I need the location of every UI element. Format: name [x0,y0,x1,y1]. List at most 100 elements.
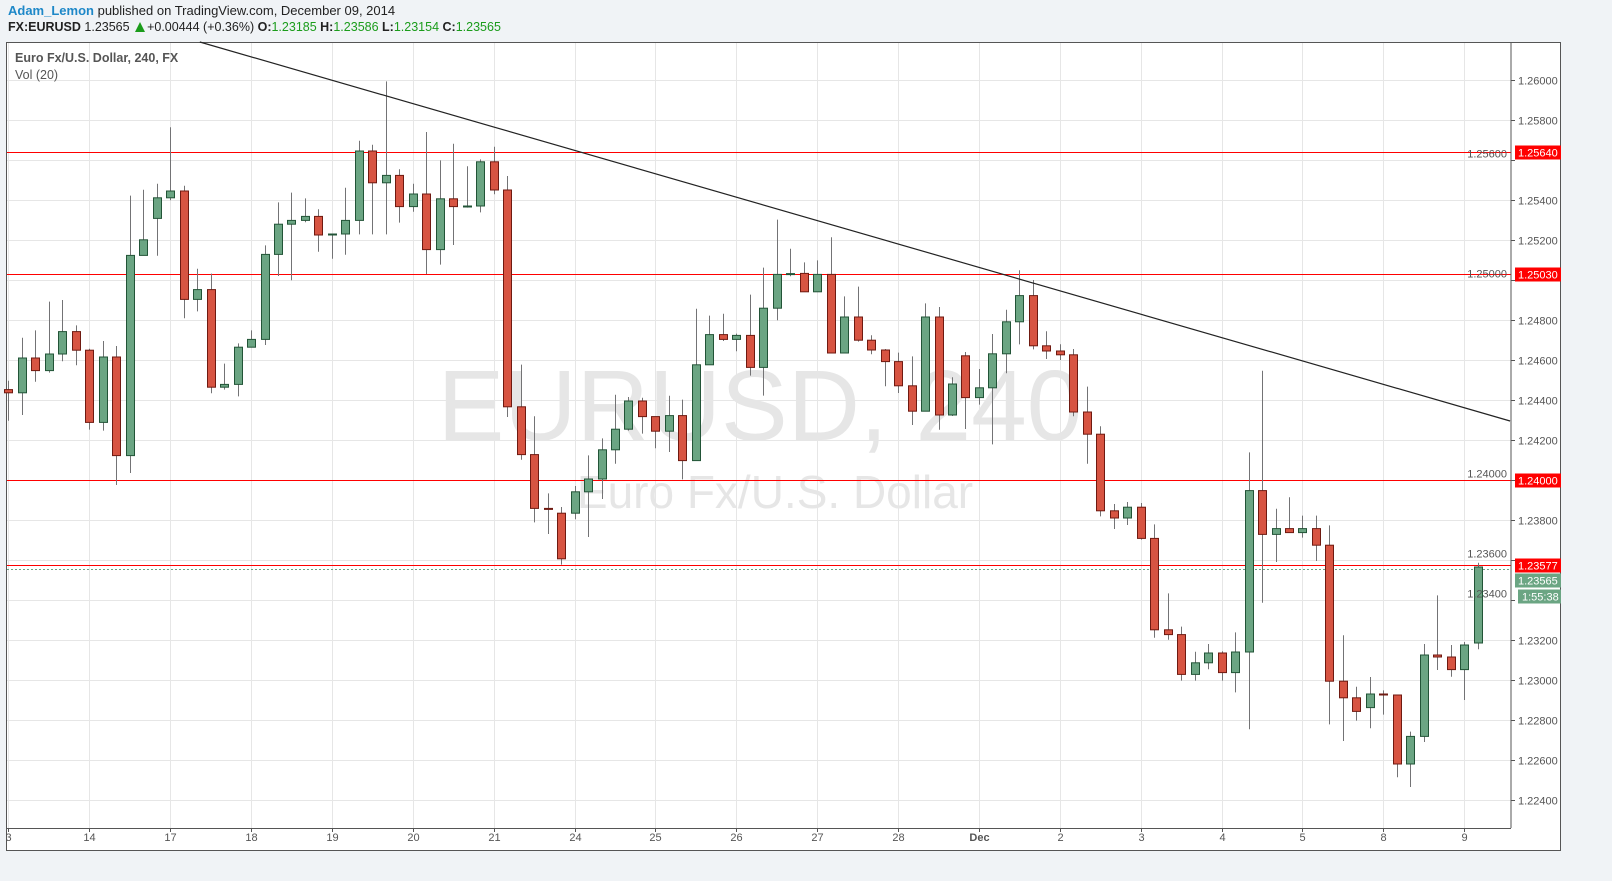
candle[interactable] [287,192,296,281]
candle[interactable] [449,143,458,245]
candle[interactable] [382,81,391,235]
candle[interactable] [746,294,755,376]
candle[interactable] [207,273,216,394]
candle[interactable] [247,330,256,348]
candle[interactable] [894,352,903,393]
candle[interactable] [1258,370,1267,603]
candle[interactable] [503,176,512,417]
candle[interactable] [1406,731,1415,787]
candle[interactable] [1029,280,1038,350]
candle[interactable] [732,333,741,352]
candle[interactable] [557,507,566,565]
candle[interactable] [813,260,822,293]
candle[interactable] [692,308,701,462]
candle[interactable] [651,416,660,449]
candle[interactable] [1352,686,1361,721]
candle[interactable] [1285,497,1294,534]
candle[interactable] [1150,524,1159,638]
candle[interactable] [1325,525,1334,725]
candle[interactable] [827,237,836,354]
candle[interactable] [153,183,162,256]
candle[interactable] [1015,270,1024,345]
candle[interactable] [1312,515,1321,561]
candle[interactable] [1420,644,1429,742]
candle[interactable] [139,189,148,256]
candle[interactable] [1447,645,1456,677]
candle[interactable] [584,455,593,537]
candle[interactable] [840,296,849,354]
candle[interactable] [72,325,81,366]
candle[interactable] [1245,452,1254,730]
candle[interactable] [988,334,997,445]
candle[interactable] [881,349,890,387]
candle[interactable] [85,348,94,430]
candle[interactable] [58,300,67,362]
candle[interactable] [908,356,917,425]
candle[interactable] [341,187,350,255]
candle[interactable] [975,369,984,405]
candle[interactable] [490,146,499,195]
candle[interactable] [517,364,526,460]
candle[interactable] [234,343,243,397]
candle[interactable] [867,335,876,355]
candle[interactable] [314,209,323,252]
candle[interactable] [1123,502,1132,525]
candle[interactable] [328,233,337,259]
candle[interactable] [1083,386,1092,464]
candle[interactable] [961,352,970,429]
candle[interactable] [773,219,782,321]
candle[interactable] [1231,632,1240,693]
candle[interactable] [1218,651,1227,681]
candle[interactable] [31,330,40,382]
candle[interactable] [463,166,472,208]
candle[interactable] [45,301,54,373]
candle[interactable] [1110,504,1119,529]
candle[interactable] [274,202,283,276]
candle[interactable] [665,395,674,452]
candle[interactable] [624,397,633,431]
candle[interactable] [800,262,809,293]
candle[interactable] [395,169,404,223]
candle[interactable] [1460,642,1469,700]
candle[interactable] [598,438,607,499]
candle[interactable] [611,394,620,464]
candle[interactable] [1177,626,1186,681]
candle[interactable] [261,245,270,345]
candle[interactable] [1379,690,1388,715]
candle[interactable] [1272,508,1281,562]
candle[interactable] [1298,515,1307,538]
candle[interactable] [301,198,310,223]
candle[interactable] [18,337,27,415]
candle[interactable] [786,248,795,277]
candle[interactable] [530,416,539,523]
candle[interactable] [193,268,202,312]
candle[interactable] [355,140,364,235]
candle[interactable] [99,341,108,431]
candle[interactable] [678,399,687,480]
candle[interactable] [854,286,863,342]
candle[interactable] [1069,349,1078,417]
candle[interactable] [1096,426,1105,517]
candle[interactable] [638,397,647,434]
volume-indicator-label[interactable]: Vol (20) [15,68,59,82]
candle[interactable] [1393,694,1402,778]
candle[interactable] [409,183,418,212]
candle[interactable] [1056,344,1065,360]
candle[interactable] [571,486,580,520]
candle[interactable] [1339,635,1348,741]
candle[interactable] [544,493,553,534]
time-axis[interactable]: 3 14 17 18 19 20 21 24 25 26 27 28 Dec 2 3 4 5 8 9 [5,828,1468,844]
candle[interactable] [1474,562,1483,650]
candle[interactable] [476,159,485,213]
trendline[interactable] [199,41,1511,422]
candle[interactable] [1366,677,1375,729]
candle[interactable] [1433,595,1442,670]
candle[interactable] [1204,644,1213,670]
candle[interactable] [921,303,930,412]
candle[interactable] [368,144,377,235]
author-link[interactable]: Adam_Lemon [8,3,94,18]
candle[interactable] [705,315,714,366]
candle[interactable] [4,380,13,421]
candle[interactable] [126,195,135,473]
